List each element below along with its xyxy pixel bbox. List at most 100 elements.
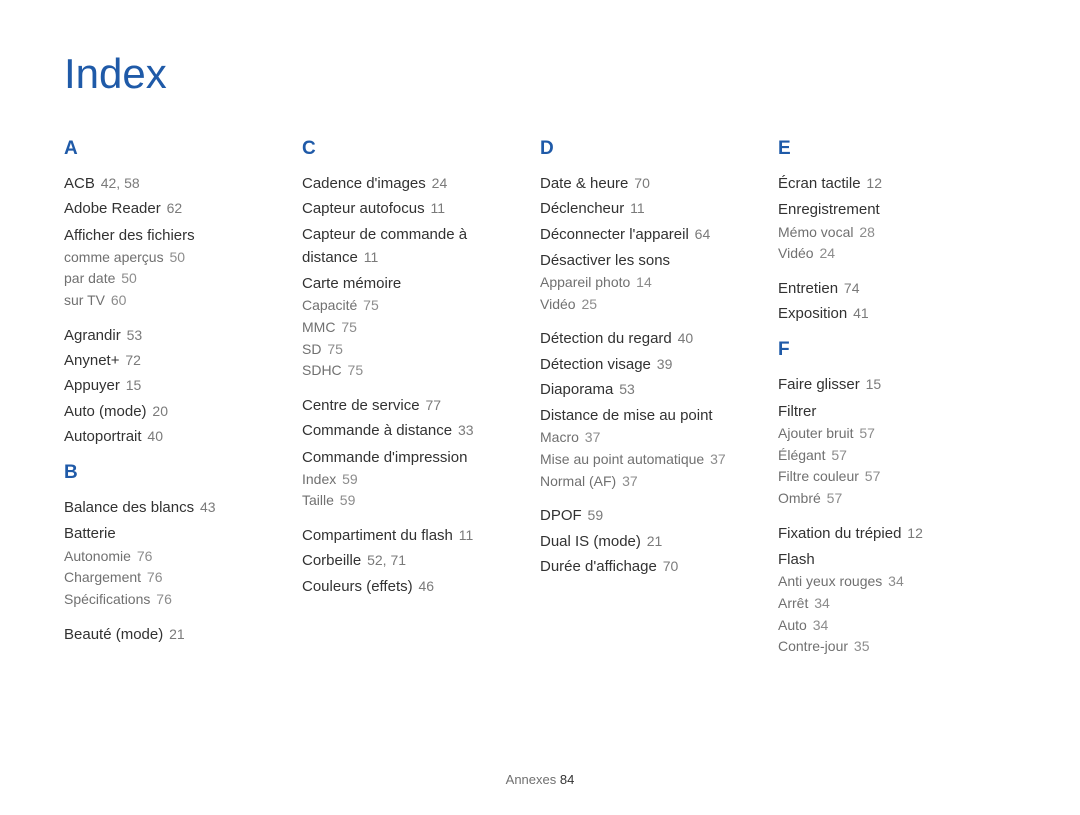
- entry-term: Diaporama: [540, 381, 613, 398]
- index-sub-entry: par date 50: [64, 268, 282, 290]
- index-sub-entry: Contre-jour 35: [778, 636, 996, 658]
- entry-page: 24: [428, 175, 447, 191]
- entry-page: 74: [840, 280, 859, 296]
- index-entry-head: Distance de mise au point: [540, 404, 758, 427]
- page-title: Index: [64, 50, 1016, 98]
- index-entry-head: Enregistrement: [778, 198, 996, 221]
- entry-page: 11: [455, 527, 473, 543]
- section-letter: C: [302, 138, 520, 160]
- index-entry: Déclencheur 11: [540, 197, 758, 220]
- index-entry-head: Carte mémoire: [302, 272, 520, 295]
- entry-term: Fixation du trépied: [778, 525, 901, 542]
- index-sub-entry: Élégant 57: [778, 445, 996, 467]
- sub-entry-term: Contre-jour: [778, 638, 848, 654]
- sub-entry-page: 50: [117, 270, 136, 286]
- index-entry: DPOF 59: [540, 504, 758, 527]
- sub-entry-term: Capacité: [302, 297, 357, 313]
- index-column: AACB 42, 58Adobe Reader 62Afficher des f…: [64, 138, 302, 658]
- index-entry: Date & heure 70: [540, 172, 758, 195]
- entry-term: Capteur autofocus: [302, 200, 425, 217]
- spacer: [64, 611, 282, 621]
- sub-entry-term: Appareil photo: [540, 274, 630, 290]
- spacer: [302, 382, 520, 392]
- index-sub-entry: Index 59: [302, 469, 520, 491]
- entry-term: Compartiment du flash: [302, 527, 453, 544]
- sub-entry-term: Spécifications: [64, 591, 150, 607]
- sub-entry-page: 76: [152, 591, 171, 607]
- index-entry: Détection du regard 40: [540, 327, 758, 350]
- sub-entry-page: 57: [855, 425, 874, 441]
- sub-entry-term: Anti yeux rouges: [778, 573, 882, 589]
- spacer: [778, 265, 996, 275]
- entry-page: 46: [415, 578, 434, 594]
- sub-entry-page: 60: [107, 292, 126, 308]
- sub-entry-page: 34: [884, 573, 903, 589]
- entry-term: Écran tactile: [778, 175, 861, 192]
- section-letter: A: [64, 138, 282, 160]
- entry-page: 12: [863, 175, 882, 191]
- index-entry: Exposition 41: [778, 302, 996, 325]
- entry-term: Déconnecter l'appareil: [540, 226, 689, 243]
- section-letter: E: [778, 138, 996, 160]
- entry-page: 43: [196, 499, 215, 515]
- index-entry: Capteur autofocus 11: [302, 197, 520, 220]
- sub-entry-page: 37: [618, 473, 637, 489]
- entry-page: 11: [360, 249, 378, 265]
- sub-entry-page: 75: [359, 297, 378, 313]
- index-entry: Écran tactile 12: [778, 172, 996, 195]
- sub-entry-page: 75: [344, 362, 363, 378]
- entry-term: Anynet+: [64, 352, 119, 369]
- index-entry: Diaporama 53: [540, 378, 758, 401]
- sub-entry-page: 50: [166, 249, 185, 265]
- sub-entry-term: Vidéo: [540, 296, 576, 312]
- index-sub-entry: Vidéo 25: [540, 294, 758, 316]
- entry-page: 11: [427, 200, 445, 216]
- page-footer: Annexes 84: [0, 772, 1080, 787]
- index-entry-head: Flash: [778, 548, 996, 571]
- entry-term: Dual IS (mode): [540, 533, 641, 550]
- section-letter: B: [64, 462, 282, 484]
- section-letter: F: [778, 339, 996, 361]
- entry-term: Déclencheur: [540, 200, 624, 217]
- entry-page: 40: [674, 330, 693, 346]
- entry-page: 53: [615, 381, 634, 397]
- entry-page: 52, 71: [363, 552, 406, 568]
- entry-page: 15: [122, 377, 141, 393]
- entry-page: 21: [643, 533, 662, 549]
- index-entry: Anynet+ 72: [64, 349, 282, 372]
- entry-term: Date & heure: [540, 175, 628, 192]
- index-entry: Couleurs (effets) 46: [302, 575, 520, 598]
- sub-entry-page: 59: [338, 471, 357, 487]
- entry-page: 72: [121, 352, 140, 368]
- index-entry: Adobe Reader 62: [64, 197, 282, 220]
- sub-entry-page: 28: [855, 224, 874, 240]
- entry-term: ACB: [64, 175, 95, 192]
- sub-entry-page: 57: [861, 468, 880, 484]
- index-sub-entry: comme aperçus 50: [64, 247, 282, 269]
- index-sub-entry: Auto 34: [778, 615, 996, 637]
- sub-entry-page: 75: [323, 341, 342, 357]
- entry-term: Adobe Reader: [64, 200, 161, 217]
- entry-page: 64: [691, 226, 710, 242]
- sub-entry-term: Autonomie: [64, 548, 131, 564]
- index-entry-head: Afficher des fichiers: [64, 224, 282, 247]
- entry-page: 20: [149, 403, 168, 419]
- index-sub-entry: SD 75: [302, 339, 520, 361]
- sub-entry-term: Ajouter bruit: [778, 425, 853, 441]
- sub-entry-term: sur TV: [64, 292, 105, 308]
- footer-label: Annexes: [506, 772, 557, 787]
- index-entry: Détection visage 39: [540, 353, 758, 376]
- index-sub-entry: Anti yeux rouges 34: [778, 571, 996, 593]
- index-sub-entry: MMC 75: [302, 317, 520, 339]
- sub-entry-page: 76: [133, 548, 152, 564]
- sub-entry-term: Ombré: [778, 490, 821, 506]
- entry-term: Commande à distance: [302, 422, 452, 439]
- index-page: Index AACB 42, 58Adobe Reader 62Afficher…: [0, 0, 1080, 815]
- index-entry: Auto (mode) 20: [64, 400, 282, 423]
- index-entry: Dual IS (mode) 21: [540, 530, 758, 553]
- index-entry: Centre de service 77: [302, 394, 520, 417]
- sub-entry-term: Élégant: [778, 447, 825, 463]
- sub-entry-page: 37: [706, 451, 725, 467]
- sub-entry-term: SD: [302, 341, 321, 357]
- index-sub-entry: Spécifications 76: [64, 589, 282, 611]
